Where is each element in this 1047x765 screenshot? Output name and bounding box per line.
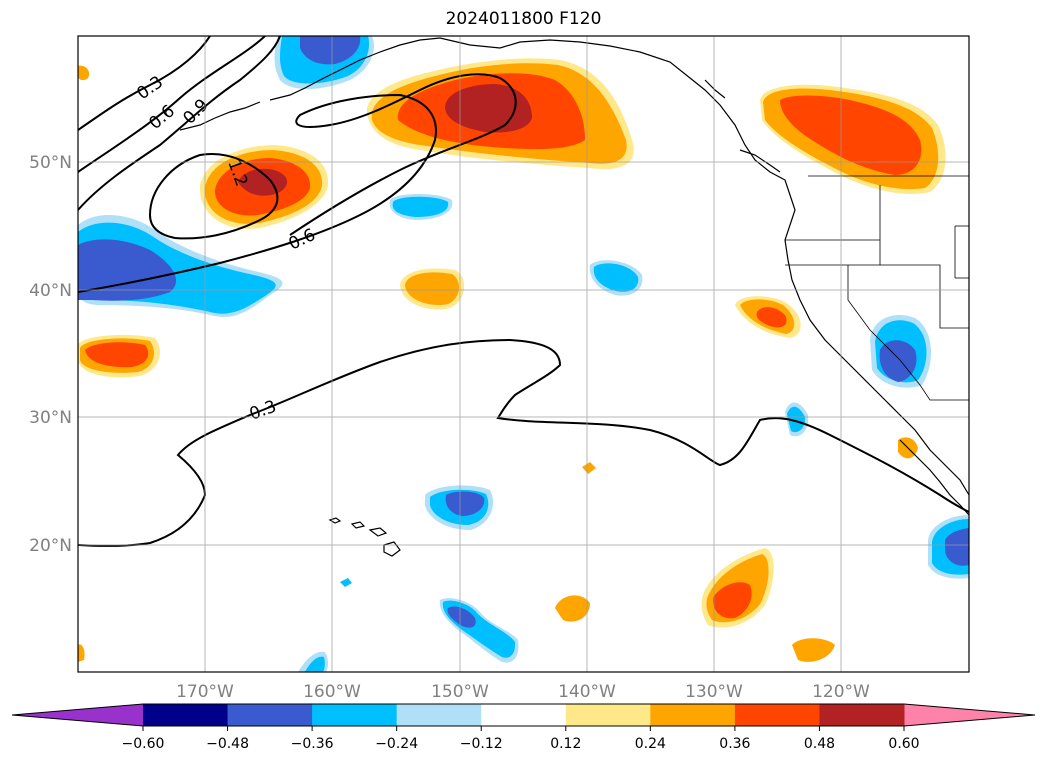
colorbar-tick-label: 0.24 <box>635 736 666 752</box>
colorbar-segment <box>396 704 482 726</box>
colorbar-tick-label: 0.48 <box>804 736 835 752</box>
colorbar-tick-label: −0.36 <box>291 736 334 752</box>
lat-label-30n: 30°N <box>29 408 72 428</box>
positive-anomaly-dateline <box>199 145 329 229</box>
graticule <box>78 36 969 672</box>
negative-anomaly-north <box>274 36 374 89</box>
colorbar: −0.60 −0.48 −0.36 −0.24 −0.12 0.12 0.24 0.36 0.4… <box>11 703 1036 752</box>
longitude-labels: 170°W 160°W 150°W 140°W 130°W 120°W <box>176 682 870 702</box>
negative-anomaly-west <box>78 214 283 318</box>
political-borders <box>785 175 969 401</box>
lon-label-150w: 150°W <box>431 682 489 702</box>
lat-label-20n: 20°N <box>29 536 72 556</box>
lon-label-120w: 120°W <box>812 682 870 702</box>
positive-anomaly-small <box>78 65 918 662</box>
colorbar-tick-label: 0.36 <box>719 736 750 752</box>
map-title: 2024011800 F120 <box>445 9 602 29</box>
colorbar-segment <box>734 704 820 726</box>
colorbar-segment <box>227 704 313 726</box>
lon-label-160w: 160°W <box>303 682 361 702</box>
colorbar-segment <box>312 704 398 726</box>
latitude-labels: 50°N 40°N 30°N 20°N <box>29 153 72 556</box>
colorbar-segment <box>650 704 736 726</box>
colorbar-tick-label: −0.12 <box>460 736 503 752</box>
colorbar-tick-label: 0.60 <box>888 736 919 752</box>
map-frame <box>77 35 970 673</box>
colorbar-segment <box>565 704 651 726</box>
colorbar-segment <box>143 704 229 726</box>
lon-label-130w: 130°W <box>685 682 743 702</box>
colorbar-extend-low <box>12 704 143 726</box>
coastlines <box>179 37 969 557</box>
lon-label-140w: 140°W <box>558 682 616 702</box>
lat-label-40n: 40°N <box>29 281 72 301</box>
lon-label-170w: 170°W <box>176 682 234 702</box>
colorbar-segment <box>819 704 905 726</box>
colorbar-tick-label: −0.48 <box>206 736 249 752</box>
colorbar-tick-label: −0.24 <box>375 736 418 752</box>
colorbar-tick-label: −0.60 <box>122 736 165 752</box>
colorbar-segment <box>481 704 567 726</box>
map-content: 0.3 0.6 0.9 1.2 0.6 0.3 <box>78 36 969 672</box>
positive-anomaly-british-columbia <box>760 84 946 195</box>
negative-anomaly-small <box>298 194 969 672</box>
colorbar-extend-high <box>904 704 1035 726</box>
lat-label-50n: 50°N <box>29 153 72 173</box>
colorbar-tick-label: 0.12 <box>550 736 581 752</box>
